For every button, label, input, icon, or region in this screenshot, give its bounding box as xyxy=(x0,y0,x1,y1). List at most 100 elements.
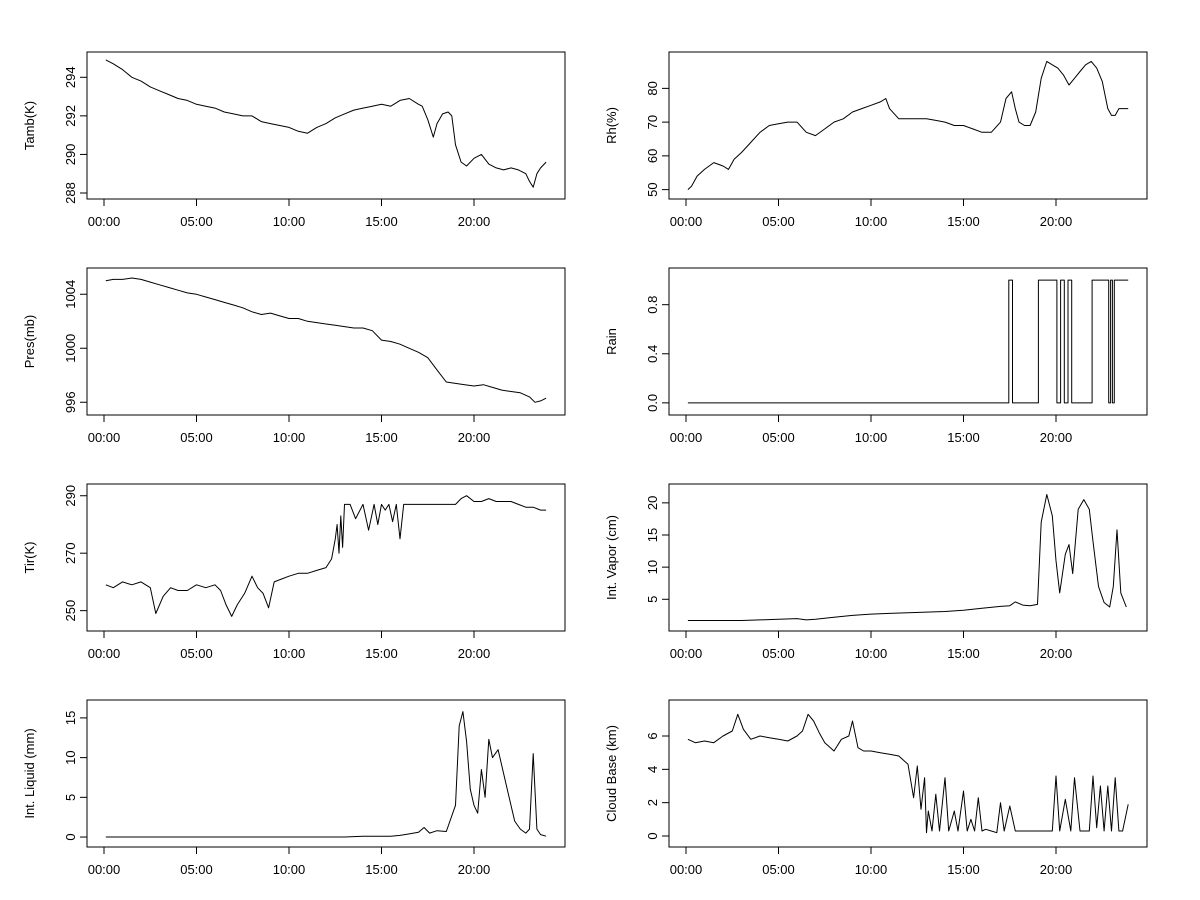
plot-frame xyxy=(86,51,566,200)
y-tick-label: 290 xyxy=(63,485,78,507)
chart-panel-1: 00:00 05:00 10:00 15:00 20:00 288 290 292 294 Tam… xyxy=(22,51,566,229)
x-tick-label: 05:00 xyxy=(180,862,213,877)
y-tick-label: 250 xyxy=(63,600,78,622)
series-line xyxy=(687,713,1129,834)
x-tick-label: 20:00 xyxy=(1040,430,1073,445)
x-tick-label: 00:00 xyxy=(670,862,703,877)
x-tick-label: 20:00 xyxy=(458,646,491,661)
x-tick-label: 15:00 xyxy=(365,430,398,445)
y-tick-label: 15 xyxy=(645,528,660,542)
series-line xyxy=(687,279,1129,404)
x-tick-label: 05:00 xyxy=(180,214,213,229)
chart-panel-5: 00:00 05:00 10:00 15:00 20:00 250 270 290 Tir(K) xyxy=(22,483,566,661)
x-tick-label: 00:00 xyxy=(670,214,703,229)
x-tick-label: 10:00 xyxy=(273,214,306,229)
y-tick-label: 10 xyxy=(63,750,78,764)
x-tick-label: 15:00 xyxy=(365,646,398,661)
y-tick-label: 1004 xyxy=(63,280,78,309)
y-axis-label: Rain xyxy=(604,328,619,355)
y-tick-label: 290 xyxy=(63,144,78,166)
y-axis-label: Cloud Base (km) xyxy=(604,725,619,822)
plot-frame xyxy=(86,699,566,848)
plot-frame xyxy=(86,267,566,416)
x-tick-label: 15:00 xyxy=(947,430,980,445)
x-tick-label: 10:00 xyxy=(273,646,306,661)
x-tick-label: 20:00 xyxy=(1040,214,1073,229)
x-tick-label: 00:00 xyxy=(670,646,703,661)
y-tick-label: 70 xyxy=(645,115,660,129)
y-tick-label: 1000 xyxy=(63,334,78,363)
x-tick-label: 05:00 xyxy=(762,430,795,445)
series-line xyxy=(105,277,547,403)
plot-frame xyxy=(86,483,566,632)
y-tick-label: 0 xyxy=(645,832,660,839)
y-tick-label: 4 xyxy=(645,766,660,773)
x-tick-label: 15:00 xyxy=(365,862,398,877)
y-tick-label: 10 xyxy=(645,560,660,574)
y-axis-label: Pres(mb) xyxy=(22,315,37,368)
y-tick-label: 5 xyxy=(645,596,660,603)
chart-panel-8: 00:00 05:00 10:00 15:00 20:00 0 2 4 6 Cloud Base … xyxy=(604,699,1148,877)
x-tick-label: 00:00 xyxy=(88,646,121,661)
y-axis-label: Tamb(K) xyxy=(22,101,37,150)
chart-panel-4: 00:00 05:00 10:00 15:00 20:00 0.0 0.4 0.8 Rain xyxy=(604,267,1148,445)
x-tick-label: 20:00 xyxy=(458,862,491,877)
x-tick-label: 15:00 xyxy=(947,214,980,229)
x-tick-label: 15:00 xyxy=(947,646,980,661)
series-line xyxy=(105,495,547,617)
y-tick-label: 288 xyxy=(63,182,78,204)
y-tick-label: 0.4 xyxy=(645,345,660,363)
x-tick-label: 00:00 xyxy=(670,430,703,445)
series-line xyxy=(105,59,547,188)
y-tick-label: 15 xyxy=(63,711,78,725)
y-axis-label: Int. Liquid (mm) xyxy=(22,728,37,818)
x-tick-label: 15:00 xyxy=(947,862,980,877)
x-tick-label: 05:00 xyxy=(180,646,213,661)
y-tick-label: 5 xyxy=(63,794,78,801)
y-tick-label: 20 xyxy=(645,496,660,510)
series-line xyxy=(105,711,547,838)
x-tick-label: 10:00 xyxy=(855,430,888,445)
x-tick-label: 05:00 xyxy=(762,214,795,229)
x-tick-label: 00:00 xyxy=(88,430,121,445)
x-tick-label: 05:00 xyxy=(762,862,795,877)
x-tick-label: 10:00 xyxy=(273,430,306,445)
plot-frame xyxy=(668,699,1148,848)
x-tick-label: 00:00 xyxy=(88,214,121,229)
y-tick-label: 2 xyxy=(645,799,660,806)
plot-frame xyxy=(668,267,1148,416)
x-tick-label: 20:00 xyxy=(458,214,491,229)
plot-frame xyxy=(668,483,1148,632)
x-tick-label: 05:00 xyxy=(762,646,795,661)
x-tick-label: 20:00 xyxy=(458,430,491,445)
x-tick-label: 00:00 xyxy=(88,862,121,877)
y-axis-label: Tir(K) xyxy=(22,541,37,573)
series-line xyxy=(687,60,1129,190)
plot-frame xyxy=(668,51,1148,200)
y-tick-label: 292 xyxy=(63,105,78,127)
chart-panel-6: 00:00 05:00 10:00 15:00 20:00 5 10 15 20 Int. Vap… xyxy=(604,483,1148,661)
y-tick-label: 80 xyxy=(645,81,660,95)
y-tick-label: 270 xyxy=(63,542,78,564)
y-axis-label: Rh(%) xyxy=(604,107,619,144)
y-tick-label: 294 xyxy=(63,66,78,88)
x-tick-label: 10:00 xyxy=(855,214,888,229)
x-tick-label: 10:00 xyxy=(855,646,888,661)
chart-panel-7: 00:00 05:00 10:00 15:00 20:00 0 5 10 15 Int. Liqu… xyxy=(22,699,566,877)
x-tick-label: 05:00 xyxy=(180,430,213,445)
chart-panel-2: 00:00 05:00 10:00 15:00 20:00 50 60 70 80 Rh(%) xyxy=(604,51,1148,229)
y-tick-label: 6 xyxy=(645,732,660,739)
y-tick-label: 0.8 xyxy=(645,296,660,314)
y-tick-label: 0 xyxy=(63,833,78,840)
y-axis-label: Int. Vapor (cm) xyxy=(604,515,619,600)
chart-panel-3: 00:00 05:00 10:00 15:00 20:00 996 1000 1004 Pres… xyxy=(22,267,566,445)
x-tick-label: 10:00 xyxy=(273,862,306,877)
x-tick-label: 20:00 xyxy=(1040,646,1073,661)
x-tick-label: 15:00 xyxy=(365,214,398,229)
series-line xyxy=(687,494,1127,621)
y-tick-label: 0.0 xyxy=(645,394,660,412)
y-tick-label: 996 xyxy=(63,391,78,413)
y-tick-label: 50 xyxy=(645,182,660,196)
y-tick-label: 60 xyxy=(645,149,660,163)
